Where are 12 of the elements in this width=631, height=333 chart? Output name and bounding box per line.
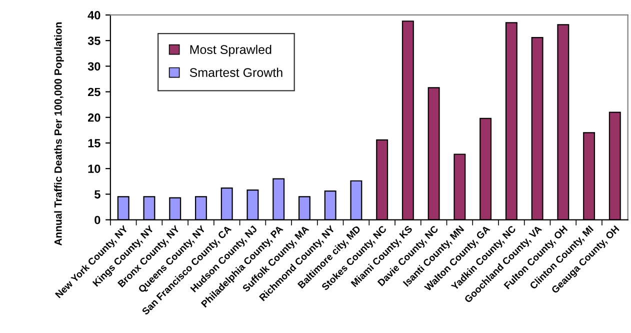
y-axis-title: Annual Traffic Deaths Per 100,000 Population bbox=[54, 22, 64, 246]
y-tick-label: 20 bbox=[88, 113, 100, 122]
legend-label: Most Sprawled bbox=[190, 44, 272, 56]
y-tick-label: 15 bbox=[88, 139, 100, 148]
y-tick-label: 10 bbox=[88, 164, 100, 173]
y-tick-label: 5 bbox=[94, 190, 100, 199]
y-tick-label: 0 bbox=[94, 216, 100, 224]
y-tick-label: 30 bbox=[88, 62, 100, 71]
y-tick-label: 25 bbox=[88, 88, 100, 96]
y-tick-label: 35 bbox=[88, 36, 100, 45]
legend-label: Smartest Growth bbox=[190, 68, 282, 77]
y-tick-label: 40 bbox=[88, 11, 100, 20]
